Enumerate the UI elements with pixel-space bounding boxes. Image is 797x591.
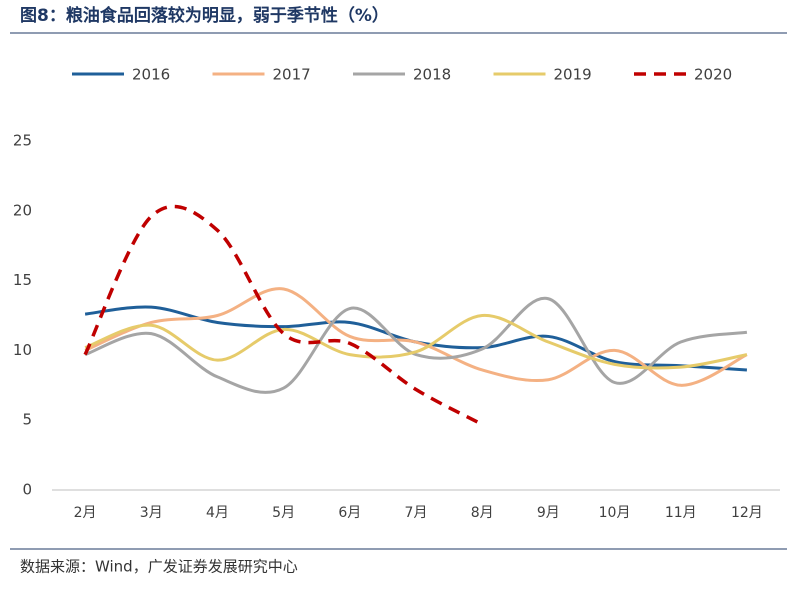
- legend-label: 2017: [273, 66, 311, 84]
- legend-label: 2016: [132, 66, 170, 84]
- series-line: [84, 305, 748, 372]
- x-tick-label: 10月: [599, 505, 631, 521]
- y-tick-label: 25: [13, 132, 32, 150]
- y-tick-label: 20: [13, 201, 32, 219]
- legend-label: 2018: [413, 66, 451, 84]
- x-tick-label: 5月: [272, 505, 295, 521]
- source-note: 数据来源：Wind，广发证券发展研究中心: [20, 558, 298, 576]
- x-tick-label: 4月: [206, 505, 229, 521]
- y-tick-label: 5: [22, 411, 32, 429]
- x-tick-label: 8月: [471, 505, 494, 521]
- x-tick-label: 12月: [731, 505, 763, 521]
- x-tick-label: 3月: [140, 505, 163, 521]
- series-line: [84, 287, 748, 387]
- y-tick-label: 15: [13, 271, 32, 289]
- x-tick-label: 2月: [74, 505, 97, 521]
- chart-title: 图8：粮油食品回落较为明显，弱于季节性（%）: [20, 5, 389, 26]
- x-tick-label: 6月: [338, 505, 361, 521]
- legend-label: 2020: [694, 66, 732, 84]
- series-line: [83, 204, 483, 426]
- x-tick-label: 11月: [665, 505, 697, 521]
- x-tick-label: 7月: [405, 505, 428, 521]
- series-line: [84, 313, 748, 370]
- y-tick-label: 0: [22, 481, 32, 499]
- y-tick-label: 10: [13, 341, 32, 359]
- legend-label: 2019: [554, 66, 592, 84]
- x-tick-label: 9月: [537, 505, 560, 521]
- series-line: [84, 297, 748, 394]
